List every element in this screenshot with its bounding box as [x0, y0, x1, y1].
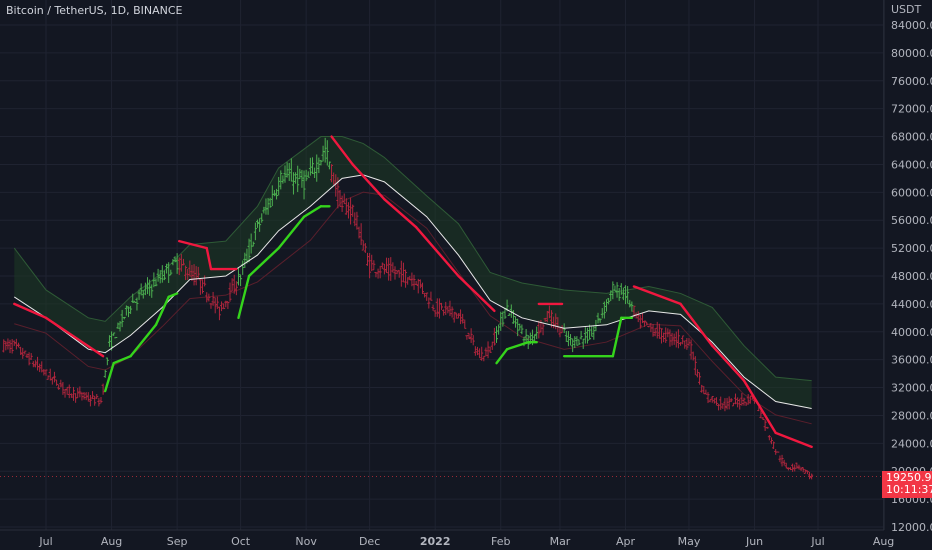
y-tick-label: 56000.00	[891, 214, 932, 227]
y-tick-label: 80000.00	[891, 47, 932, 60]
supertrend-line	[302, 205, 323, 218]
currency-label: USDT	[891, 3, 922, 16]
y-tick-label: 36000.00	[891, 354, 932, 367]
x-tick-label: Apr	[616, 535, 636, 548]
x-tick-label: Jul	[38, 535, 52, 548]
x-tick-label: Aug	[873, 535, 894, 548]
x-tick-label: Oct	[231, 535, 251, 548]
supertrend-line	[611, 316, 623, 358]
supertrend-line	[711, 344, 746, 382]
y-tick-label: 48000.00	[891, 270, 932, 283]
upper-band-edge	[13, 136, 812, 382]
supertrend-line	[44, 316, 105, 358]
supertrend-line	[414, 225, 460, 278]
y-tick-label: 40000.00	[891, 326, 932, 339]
y-tick-label: 32000.00	[891, 382, 932, 395]
y-tick-label: 52000.00	[891, 242, 932, 255]
supertrend-line	[178, 239, 208, 250]
supertrend-line	[351, 163, 386, 201]
supertrend-line	[457, 274, 496, 313]
last-price-value: 19250.91	[886, 471, 932, 485]
x-tick-label: Nov	[295, 535, 317, 548]
x-tick-label: Jul	[810, 535, 824, 548]
x-tick-label: Jun	[745, 535, 763, 548]
y-tick-label: 28000.00	[891, 409, 932, 422]
supertrend-line	[247, 246, 280, 278]
x-tick-label: Sep	[167, 535, 188, 548]
y-tick-label: 64000.00	[891, 158, 932, 171]
x-tick-label: Mar	[550, 535, 571, 548]
supertrend-line	[277, 215, 306, 250]
supertrend-line	[154, 295, 170, 327]
y-tick-label: 68000.00	[891, 131, 932, 144]
upper-band	[14, 136, 812, 409]
x-tick-label: Dec	[359, 535, 380, 548]
supertrend-line	[632, 285, 682, 306]
chart-title: Bitcoin / TetherUS, 1D, BINANCE	[6, 4, 183, 17]
y-tick-label: 84000.00	[891, 19, 932, 32]
x-tick-label: Feb	[491, 535, 510, 548]
x-tick-label: May	[678, 535, 701, 548]
supertrend-line	[742, 379, 777, 435]
y-tick-label: 60000.00	[891, 186, 932, 199]
y-tick-label: 72000.00	[891, 103, 932, 116]
supertrend-line	[679, 302, 714, 347]
supertrend-line	[112, 354, 132, 365]
supertrend-line	[205, 246, 213, 271]
supertrend-line	[129, 323, 158, 358]
y-tick-label: 12000.00	[891, 521, 932, 534]
supertrend-line	[13, 302, 48, 320]
supertrend-line	[330, 135, 354, 166]
y-tick-label: 76000.00	[891, 75, 932, 88]
supertrend-line	[505, 341, 530, 351]
mid-line	[13, 174, 812, 409]
supertrend-line	[495, 348, 509, 365]
y-tick-label: 24000.00	[891, 437, 932, 450]
supertrend-line	[167, 292, 179, 299]
x-tick-label: Aug	[101, 535, 122, 548]
supertrend-line	[774, 431, 813, 449]
supertrend-line	[383, 198, 418, 229]
supertrend-line	[104, 361, 115, 393]
bar-countdown: 10:11:37	[886, 483, 932, 497]
y-tick-label: 44000.00	[891, 298, 932, 311]
supertrend-line	[237, 274, 251, 320]
x-tick-label: 2022	[420, 535, 451, 548]
last-price-tag: 19250.91 10:11:37	[882, 471, 932, 499]
